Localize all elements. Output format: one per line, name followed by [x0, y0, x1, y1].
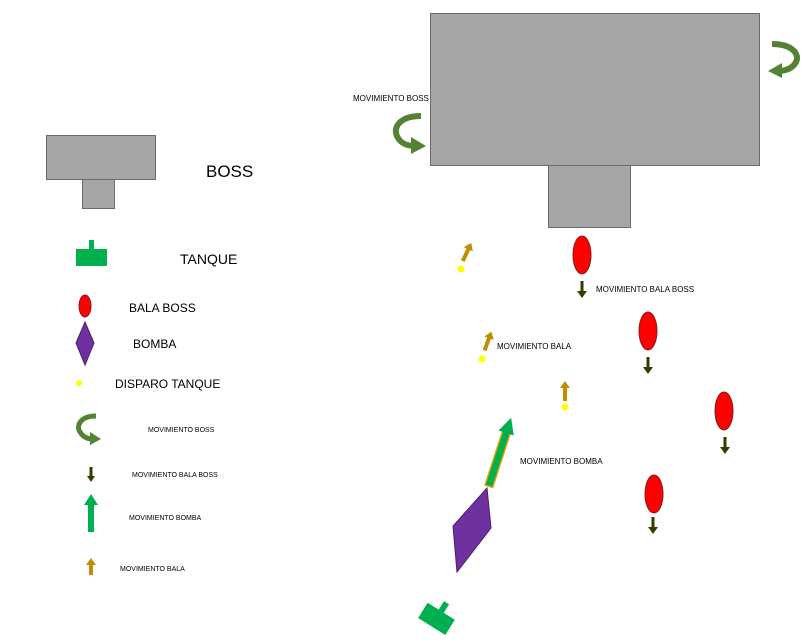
- scene-movimiento-bomba-label: MOVIMIENTO BOMBA: [520, 457, 603, 466]
- boss-body: [430, 13, 760, 166]
- bomb-arrow-icon: [484, 417, 514, 489]
- legend-movimiento-boss-label: MOVIMIENTO BOSS: [148, 427, 215, 434]
- legend-boss-label: BOSS: [206, 162, 254, 181]
- legend-movimiento-bomba-label: MOVIMIENTO BOMBA: [129, 515, 202, 522]
- tank-shot-1: [457, 265, 465, 273]
- legend-down-arrow-icon: [87, 467, 95, 482]
- boss-bullet-3: [714, 391, 734, 431]
- legend-tank-icon: [76, 240, 107, 266]
- up-arrow-icon: [560, 381, 570, 401]
- bomb: [452, 486, 492, 574]
- boss-bullet-4: [644, 474, 664, 514]
- boss-cannon: [548, 165, 631, 228]
- legend-movimiento-bala-boss-label: MOVIMIENTO BALA BOSS: [132, 472, 218, 479]
- boss-bullet-2: [638, 311, 658, 351]
- legend-bala-boss-label: BALA BOSS: [129, 301, 196, 315]
- legend-bomb-icon: [75, 320, 95, 367]
- legend-boss-bullet-icon: [78, 294, 92, 318]
- legend-boss-body: [46, 135, 156, 180]
- down-arrow-icon: [577, 281, 587, 298]
- tank-shot-3: [561, 403, 569, 411]
- up-arrow-icon: [460, 242, 473, 262]
- legend-bomb-arrow-icon: [84, 494, 98, 532]
- down-arrow-icon: [720, 437, 730, 454]
- boss-rotate-arrow-right-icon: [768, 41, 800, 78]
- down-arrow-icon: [643, 357, 653, 374]
- up-arrow-icon: [482, 331, 494, 352]
- scene-movimiento-bala-boss-label: MOVIMIENTO BALA BOSS: [596, 285, 695, 294]
- legend-bomba-label: BOMBA: [133, 337, 177, 351]
- legend-up-arrow-icon: [86, 558, 96, 575]
- scene-movimiento-bala-label: MOVIMIENTO BALA: [497, 342, 572, 351]
- scene-movimiento-boss-label: MOVIMIENTO BOSS: [353, 94, 429, 103]
- legend-boss-cannon: [82, 179, 115, 209]
- legend-rotate-arrow-icon: [76, 413, 101, 445]
- down-arrow-icon: [648, 517, 658, 534]
- legend-disparo-tanque-label: DISPARO TANQUE: [115, 377, 221, 391]
- legend-tank-shot-icon: [76, 380, 82, 386]
- boss-bullet-1: [572, 235, 592, 275]
- boss-rotate-arrow-left-icon: [392, 113, 426, 154]
- legend-tanque-label: TANQUE: [180, 251, 238, 267]
- tank-shot-2: [478, 355, 486, 363]
- player-tank: [418, 601, 455, 635]
- legend-movimiento-bala-label: MOVIMIENTO BALA: [120, 566, 185, 573]
